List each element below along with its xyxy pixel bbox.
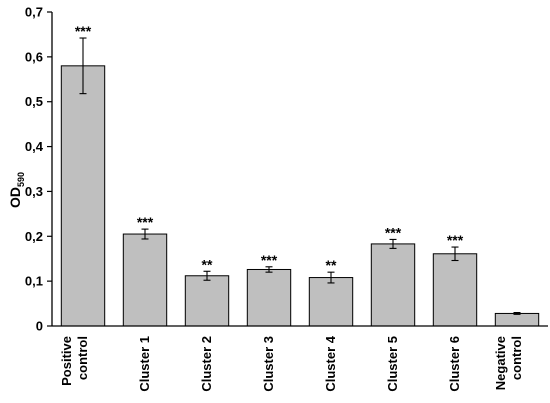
y-axis-ticks: 0 0,1 0,2 0,3 0,4 0,5 0,6 0,7 (25, 5, 52, 334)
bar (122, 233, 168, 327)
error-bar (327, 271, 335, 284)
error-bar (79, 37, 87, 95)
category-label: Cluster 3 (261, 336, 276, 392)
error-bar (513, 311, 521, 315)
error-bar (203, 270, 211, 281)
significance-label: *** (137, 214, 154, 230)
error-bar (141, 228, 149, 240)
bar (370, 243, 416, 327)
category-label: Cluster 1 (137, 336, 152, 392)
y-tick-label: 0,4 (25, 139, 44, 154)
y-axis-label-subscript: 590 (16, 172, 26, 187)
category-label: Positivecontrol (59, 336, 90, 386)
y-tick-label: 0,3 (25, 184, 43, 199)
y-axis-label-main: OD (7, 187, 23, 208)
error-bar (389, 238, 397, 249)
y-tick-label: 0,5 (25, 94, 43, 109)
bar (494, 312, 540, 327)
y-tick-label: 0,2 (25, 229, 43, 244)
bar (60, 65, 106, 327)
bar (184, 275, 230, 327)
y-tick-label: 0,1 (25, 274, 43, 289)
category-labels: Positivecontrol Cluster 1 Cluster 2 Cluster… (59, 335, 524, 391)
significance-label: *** (75, 23, 92, 39)
y-axis-label: OD590 (7, 172, 26, 208)
category-label: Cluster 5 (385, 336, 400, 392)
category-label: Negativecontrol (493, 336, 524, 390)
error-bars (79, 37, 521, 315)
category-label: Cluster 4 (323, 335, 338, 391)
significance-label: *** (261, 252, 278, 268)
bar (308, 277, 354, 327)
bar (432, 253, 478, 327)
significance-label: *** (385, 224, 402, 240)
y-tick-label: 0,6 (25, 49, 43, 64)
y-tick-label: 0 (36, 319, 43, 334)
significance-labels: ******** *** ***** *** (75, 23, 464, 273)
bars (60, 65, 540, 327)
bar (246, 268, 292, 327)
category-label: Cluster 2 (199, 336, 214, 392)
category-label: Cluster 6 (447, 336, 462, 392)
error-bar (265, 266, 273, 273)
y-tick-label: 0,7 (25, 5, 43, 20)
significance-label: *** (447, 232, 464, 248)
significance-label: ** (326, 257, 337, 273)
error-bar (451, 246, 459, 262)
significance-label: ** (202, 256, 213, 272)
